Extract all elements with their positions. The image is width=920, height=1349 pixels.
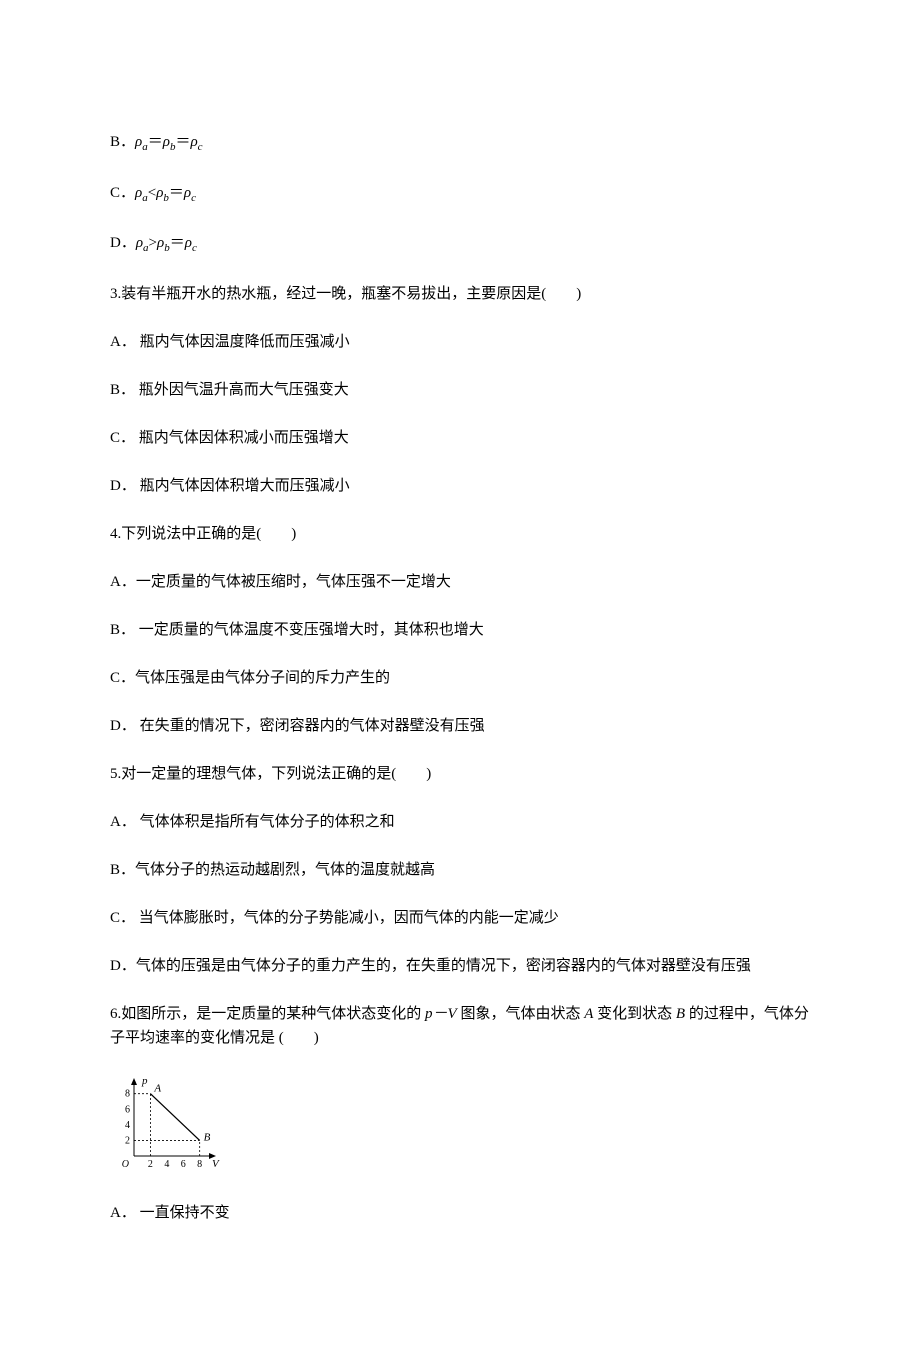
- q6-a-italic: A: [584, 1006, 593, 1022]
- q3-option-c: C． 瓶内气体因体积减小而压强增大: [110, 426, 810, 450]
- option-text: ρa＝ρb＝ρc: [135, 134, 203, 150]
- svg-text:B: B: [204, 1131, 211, 1143]
- q4-option-c: C．气体压强是由气体分子间的斥力产生的: [110, 666, 810, 690]
- q6-stem-part1: 6.如图所示，是一定质量的某种气体状态变化的: [110, 1006, 425, 1022]
- svg-text:6: 6: [181, 1159, 186, 1170]
- svg-text:8: 8: [125, 1088, 130, 1099]
- q4-stem: 4.下列说法中正确的是( ): [110, 522, 810, 546]
- svg-text:A: A: [153, 1082, 161, 1094]
- q6-pv-italic: p－V: [425, 1006, 457, 1022]
- q2-option-c: C．ρa<ρb＝ρc: [110, 181, 810, 208]
- option-text: ρa<ρb＝ρc: [135, 185, 196, 201]
- q5-option-b: B．气体分子的热运动越剧烈，气体的温度就越高: [110, 858, 810, 882]
- q3-stem: 3.装有半瓶开水的热水瓶，经过一晚，瓶塞不易拔出，主要原因是( ): [110, 282, 810, 306]
- q6-stem-part3: 变化到状态: [593, 1006, 676, 1022]
- q6-option-a: A． 一直保持不变: [110, 1201, 810, 1225]
- svg-text:6: 6: [125, 1104, 130, 1115]
- q6-stem: 6.如图所示，是一定质量的某种气体状态变化的 p－V 图象，气体由状态 A 变化…: [110, 1002, 810, 1050]
- svg-text:4: 4: [164, 1159, 169, 1170]
- option-label: C．: [110, 185, 135, 201]
- q4-option-d: D． 在失重的情况下，密闭容器内的气体对器壁没有压强: [110, 714, 810, 738]
- q6-stem-part2: 图象，气体由状态: [457, 1006, 585, 1022]
- svg-text:V: V: [212, 1158, 220, 1170]
- option-label: D．: [110, 235, 136, 251]
- svg-text:2: 2: [148, 1159, 153, 1170]
- q6-chart: 24682468OpVAB: [110, 1074, 810, 1177]
- q4-option-b: B． 一定质量的气体温度不变压强增大时，其体积也增大: [110, 618, 810, 642]
- svg-text:2: 2: [125, 1135, 130, 1146]
- q2-option-d: D．ρa>ρb＝ρc: [110, 231, 810, 258]
- q6-b-italic: B: [676, 1006, 685, 1022]
- svg-text:O: O: [122, 1159, 129, 1170]
- q3-option-a: A． 瓶内气体因温度降低而压强减小: [110, 330, 810, 354]
- q5-stem: 5.对一定量的理想气体，下列说法正确的是( ): [110, 762, 810, 786]
- svg-text:4: 4: [125, 1120, 130, 1131]
- svg-text:8: 8: [197, 1159, 202, 1170]
- option-label: B．: [110, 134, 135, 150]
- q4-option-a: A．一定质量的气体被压缩时，气体压强不一定增大: [110, 570, 810, 594]
- svg-text:p: p: [141, 1075, 148, 1087]
- q2-option-b: B．ρa＝ρb＝ρc: [110, 130, 810, 157]
- q3-option-d: D． 瓶内气体因体积增大而压强减小: [110, 474, 810, 498]
- option-text: ρa>ρb＝ρc: [136, 235, 197, 251]
- q5-option-c: C． 当气体膨胀时，气体的分子势能减小，因而气体的内能一定减少: [110, 906, 810, 930]
- q5-option-d: D．气体的压强是由气体分子的重力产生的，在失重的情况下，密闭容器内的气体对器壁没…: [110, 954, 810, 978]
- q5-option-a: A． 气体体积是指所有气体分子的体积之和: [110, 810, 810, 834]
- pv-chart-svg: 24682468OpVAB: [110, 1074, 220, 1172]
- q3-option-b: B． 瓶外因气温升高而大气压强变大: [110, 378, 810, 402]
